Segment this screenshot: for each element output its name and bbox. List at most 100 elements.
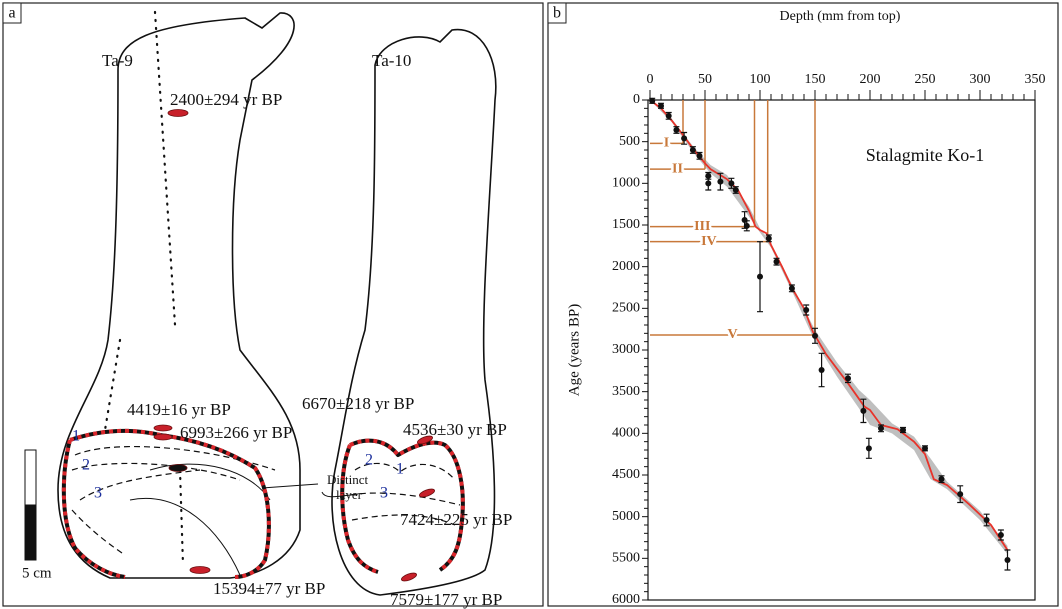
date-label: 4536±30 yr BP [403,420,507,439]
sample-spot [419,488,435,498]
data-point [818,367,825,373]
x-tick-label: 300 [970,72,991,87]
panel-label: b [553,5,561,22]
ta9-growth-axis [153,10,177,327]
layer-number: 3 [94,485,102,502]
x-tick-label: 350 [1025,72,1046,87]
ta10-layer-1 [354,462,456,481]
level-label: II [672,161,683,176]
y-tick-label: 4500 [612,467,640,482]
y-tick-label: 500 [619,134,640,149]
date-label: 7424±225 yr BP [400,510,512,529]
layer-number: 3 [380,485,388,502]
ta9-hiatus [61,428,271,579]
data-point [717,178,724,185]
x-tick-label: 200 [860,72,881,87]
panel-b-frame [547,2,1059,607]
data-point [878,425,884,432]
y-tick-label: 3000 [612,342,640,357]
layer-number: 2 [365,452,373,469]
data-point [741,217,748,223]
annotation: layer [336,487,363,502]
data-point [983,517,990,523]
scale-bar-white [24,449,37,506]
scale-bar-label: 5 cm [22,565,52,581]
sample-spot [153,433,173,441]
data-point [658,102,664,109]
level-label: I [664,136,669,151]
data-point [665,112,672,119]
data-point [845,375,851,382]
level-label: V [727,327,737,342]
data-point [922,445,928,452]
data-point [732,187,739,193]
ta9-outline [57,12,301,579]
level-label: III [694,219,710,234]
x-tick-label: 0 [647,72,654,87]
data-point [803,307,810,313]
date-label: 6670±218 yr BP [302,394,414,413]
y-tick-label: 6000 [612,592,640,607]
y-tick-label: 2000 [612,259,640,274]
date-label: 15394±77 yr BP [213,579,325,598]
uncertainty-band [650,100,1008,555]
data-point [938,476,945,483]
data-point [1004,557,1011,563]
data-point [743,222,750,229]
dotted-axes [103,10,185,567]
x-axis-label: Depth (mm from top) [780,9,901,24]
data-point [812,332,818,339]
data-point [705,180,712,187]
y-axis-label: Age (years BP) [566,304,582,396]
panel-a-frame [2,2,544,607]
ta9-growth-axis-base [178,468,185,567]
x-tick-label: 100 [750,72,771,87]
data-point [673,127,680,133]
outlines [57,12,497,596]
annotation: Distinct [327,472,369,487]
data-point [681,135,688,142]
y-tick-label: 1500 [612,217,640,232]
layer-number: 2 [82,457,90,474]
layer-number: 1 [396,461,404,478]
data-point [705,172,712,179]
date-label: 4419±16 yr BP [127,400,231,419]
ta10-outline [331,28,497,596]
scale-bar-black [24,504,37,561]
y-tick-label: 4000 [612,426,640,441]
data-point [765,235,772,242]
sample-spot [168,464,188,472]
ta10-hiatus [340,438,465,574]
ta9-layer-3 [71,509,126,556]
panel-label-box [2,2,22,24]
specimen-name: Ta-10 [372,51,411,70]
data-point [788,285,795,292]
sample-spot [167,109,189,117]
data-point [865,445,872,452]
layer-arrows [261,483,359,498]
y-tick-label: 0 [633,92,640,107]
chart-title: Stalagmite Ko-1 [866,145,984,165]
y-tick-label: 5500 [612,551,640,566]
plot: 0 50 100 150 200 250 300 3500500100015002000250… [612,72,1046,607]
x-tick-label: 50 [698,72,712,87]
data-point [860,407,867,414]
date-label: 6993±266 yr BP [180,423,292,442]
data-point [689,147,696,153]
ta9-growth-axis-lower [103,338,122,432]
data-point [900,427,906,433]
age-model-line [649,99,1009,551]
specimen-name: Ta-9 [102,51,133,70]
sample-spot [401,572,417,582]
data-point [649,97,656,104]
arrow [321,491,359,498]
y-tick-label: 5000 [612,509,640,524]
sample-spot [189,566,211,574]
data-point [997,532,1004,538]
sample-spot [417,435,433,445]
layer-number: 1 [72,428,80,445]
y-tick-label: 2500 [612,301,640,316]
data-point [696,152,703,159]
ta10-layer-2 [349,492,461,526]
